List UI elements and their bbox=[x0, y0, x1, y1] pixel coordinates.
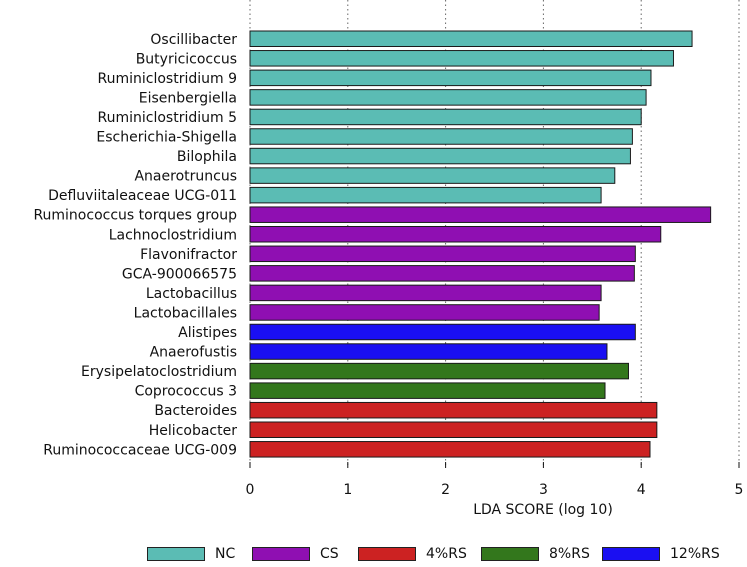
bar-label-17: Erysipelatoclostridium bbox=[81, 364, 237, 380]
bar-label-0: Oscillibacter bbox=[150, 32, 237, 48]
bar-label-6: Bilophila bbox=[177, 149, 237, 165]
bar-6 bbox=[249, 147, 631, 165]
legend-item-1: CS bbox=[252, 540, 339, 567]
bar-label-2: Ruminiclostridium 9 bbox=[98, 71, 238, 87]
bar-5 bbox=[249, 128, 633, 145]
bar-label-7: Anaerotruncus bbox=[134, 169, 237, 185]
legend-item-4: 12%RS bbox=[602, 540, 720, 567]
x-tick-label-3: 3 bbox=[539, 482, 548, 498]
bar-15 bbox=[249, 323, 636, 341]
x-tick-label-2: 2 bbox=[441, 482, 450, 498]
x-tick-label-4: 4 bbox=[637, 482, 646, 498]
bar-7 bbox=[249, 167, 616, 184]
bar-13 bbox=[249, 284, 602, 302]
bar-label-12: GCA-900066575 bbox=[122, 266, 237, 282]
x-tick-label-5: 5 bbox=[735, 482, 744, 498]
bar-label-10: Lachnoclostridium bbox=[109, 227, 237, 243]
x-axis-title: LDA SCORE (log 10) bbox=[473, 502, 613, 518]
x-axis: 0 1 2 3 4 5 bbox=[246, 462, 744, 498]
bar-14 bbox=[249, 304, 600, 321]
bar-label-15: Alistipes bbox=[178, 325, 237, 341]
legend-item-2: 4%RS bbox=[358, 540, 467, 567]
bar-8 bbox=[249, 186, 602, 204]
legend-label-3: 8%RS bbox=[549, 545, 590, 562]
legend-swatch-4 bbox=[602, 546, 660, 561]
legend-label-1: CS bbox=[320, 545, 339, 562]
bar-10 bbox=[249, 226, 662, 243]
bar-12 bbox=[249, 265, 635, 282]
bar-label-1: Butyricicoccus bbox=[136, 51, 237, 67]
bar-0 bbox=[249, 30, 693, 47]
bar-label-14: Lactobacillales bbox=[134, 305, 237, 321]
bar-label-13: Lactobacillus bbox=[146, 286, 237, 302]
bar-21 bbox=[249, 441, 651, 458]
category-labels: Oscillibacter Butyricicoccus Ruminiclostri… bbox=[33, 32, 237, 459]
legend-label-2: 4%RS bbox=[426, 545, 467, 562]
legend-swatch-3 bbox=[481, 546, 539, 561]
bar-label-18: Coprococcus 3 bbox=[135, 384, 237, 400]
bars bbox=[249, 30, 712, 458]
bar-18 bbox=[249, 382, 606, 399]
legend-label-4: 12%RS bbox=[670, 545, 720, 562]
bar-4 bbox=[249, 108, 642, 126]
bar-20 bbox=[249, 421, 658, 438]
bar-17 bbox=[249, 362, 629, 380]
bar-9 bbox=[249, 206, 712, 223]
lda-bar-chart: Oscillibacter Butyricicoccus Ruminiclostri… bbox=[33, 0, 744, 518]
bar-label-9: Ruminococcus torques group bbox=[33, 208, 237, 224]
bar-label-19: Bacteroides bbox=[154, 403, 237, 419]
bar-3 bbox=[249, 89, 647, 106]
legend: NC CS 4%RS 8%RS 12%RS bbox=[0, 540, 747, 567]
legend-swatch-2 bbox=[358, 546, 416, 561]
bar-label-16: Anaerofustis bbox=[150, 345, 237, 361]
bar-11 bbox=[249, 245, 636, 263]
legend-swatch-1 bbox=[252, 546, 310, 561]
legend-swatch-0 bbox=[147, 546, 205, 561]
bar-label-20: Helicobacter bbox=[149, 423, 237, 439]
bar-label-4: Ruminiclostridium 5 bbox=[98, 110, 238, 126]
bar-19 bbox=[249, 401, 658, 419]
bar-label-11: Flavonifractor bbox=[140, 247, 237, 263]
x-tick-label-1: 1 bbox=[343, 482, 352, 498]
bar-label-21: Ruminococcaceae UCG-009 bbox=[43, 442, 237, 458]
bar-label-5: Escherichia-Shigella bbox=[96, 130, 237, 146]
legend-item-0: NC bbox=[147, 540, 235, 567]
x-tick-label-0: 0 bbox=[246, 482, 255, 498]
legend-label-0: NC bbox=[215, 545, 236, 562]
bar-16 bbox=[249, 343, 608, 360]
bar-label-3: Eisenbergiella bbox=[139, 90, 237, 106]
bar-label-8: Defluviitaleaceae UCG-011 bbox=[48, 188, 237, 204]
bar-1 bbox=[249, 50, 674, 67]
bar-2 bbox=[249, 69, 652, 87]
legend-item-3: 8%RS bbox=[481, 540, 590, 567]
